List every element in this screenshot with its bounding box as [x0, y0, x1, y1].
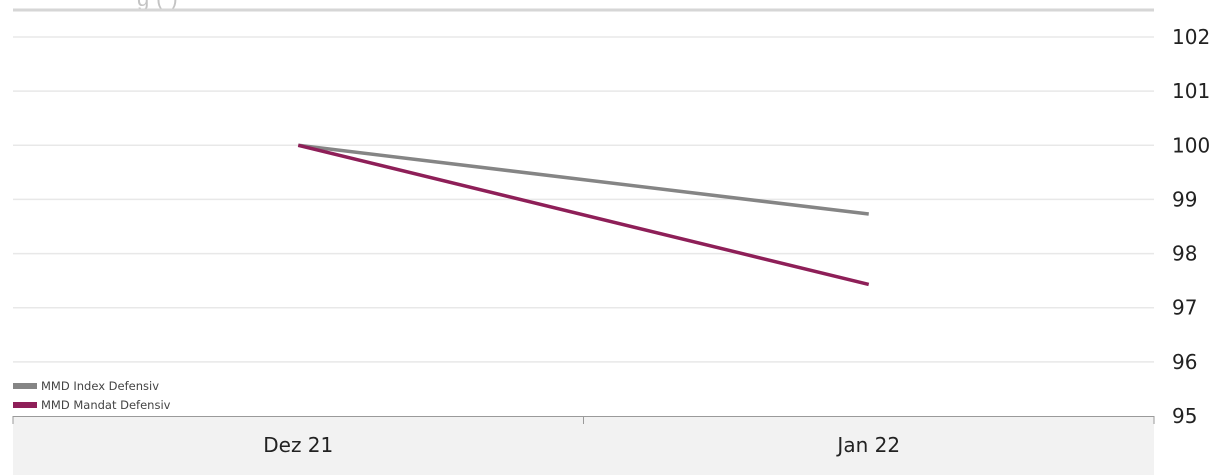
series-line-index: [298, 143, 869, 216]
y-tick-label: 101: [1172, 79, 1210, 103]
legend-item-index[interactable]: MMD Index Defensiv: [13, 376, 170, 395]
legend-swatch-mandat: [13, 401, 37, 408]
x-tick-label: Jan 22: [835, 433, 900, 457]
chart-legend: MMD Index Defensiv MMD Mandat Defensiv: [13, 376, 170, 414]
y-tick-label: 96: [1172, 350, 1197, 374]
series-line-mandat: [297, 143, 870, 287]
y-tick-label: 98: [1172, 242, 1197, 266]
chart-title-fragment: g ( ): [137, 0, 178, 12]
y-tick-label: 99: [1172, 187, 1197, 211]
y-tick-label: 97: [1172, 296, 1197, 320]
legend-label-mandat: MMD Mandat Defensiv: [41, 397, 171, 412]
y-tick-label: 95: [1172, 404, 1197, 428]
legend-swatch-index: [13, 382, 37, 389]
legend-item-mandat[interactable]: MMD Mandat Defensiv: [13, 395, 170, 414]
legend-label-index: MMD Index Defensiv: [41, 378, 160, 393]
y-tick-label: 102: [1172, 25, 1210, 49]
y-tick-label: 100: [1172, 133, 1210, 157]
x-axis-band: [13, 416, 1154, 475]
x-tick-label: Dez 21: [263, 433, 333, 457]
